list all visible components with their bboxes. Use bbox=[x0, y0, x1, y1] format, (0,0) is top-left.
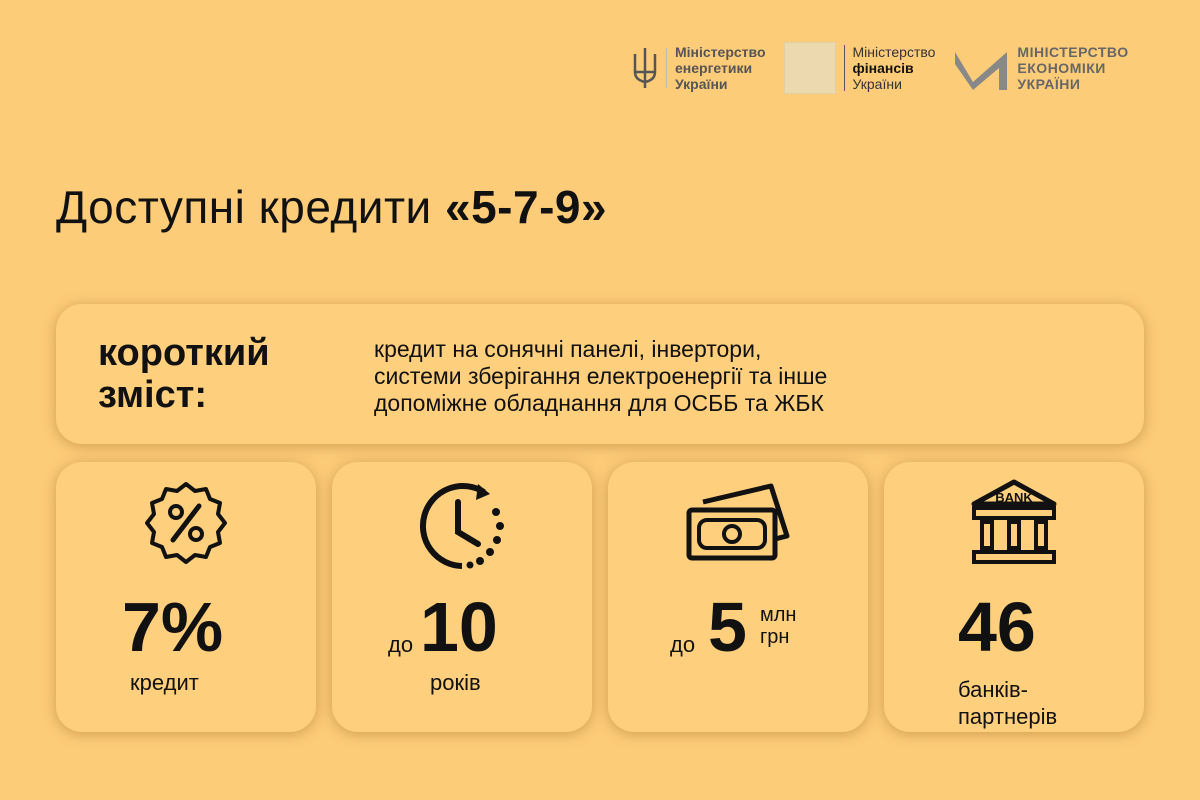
summary-heading: короткий зміст: bbox=[98, 332, 270, 416]
stat-caption: років bbox=[430, 670, 481, 695]
clock-icon bbox=[419, 483, 504, 569]
stat-caption: банків-партнерів bbox=[958, 677, 1058, 729]
stat-value: 5 bbox=[708, 588, 747, 666]
stat-unit: млн грн bbox=[760, 604, 797, 648]
bank-icon: BANK bbox=[971, 479, 1057, 564]
logo-divider bbox=[843, 45, 845, 91]
stat-card-amount: до 5 млн грн bbox=[608, 462, 868, 732]
stat-value: 46 bbox=[958, 588, 1036, 666]
stat-value: 10 bbox=[420, 588, 498, 666]
stat-card-rate: 7% кредит bbox=[56, 462, 316, 732]
ministry-logos: Міністерство енергетики України Міністерст… bbox=[632, 40, 1129, 96]
logo-finance: Міністерство фінансів України bbox=[783, 42, 935, 94]
stat-card-term: до 10 років bbox=[332, 462, 592, 732]
stat-caption: кредит bbox=[130, 670, 199, 695]
economy-m-icon bbox=[955, 52, 1008, 90]
trident-icon bbox=[633, 48, 657, 88]
summary-text: кредит на сонячні панелі, інвертори, сист… bbox=[374, 336, 828, 416]
logo-economy: МІНІСТЕРСТВО ЕКОНОМІКИ УКРАЇНИ bbox=[953, 44, 1128, 92]
logo-energy: Міністерство енергетики України bbox=[632, 44, 766, 92]
summary-card: короткий зміст: кредит на сонячні панелі,… bbox=[56, 304, 1144, 444]
stat-prefix: до bbox=[388, 632, 414, 657]
page-title: Доступні кредити «5-7-9» bbox=[56, 181, 608, 233]
percent-badge-icon bbox=[145, 482, 227, 564]
stat-prefix: до bbox=[670, 632, 696, 657]
finance-emblem-icon bbox=[783, 42, 836, 94]
logo-divider bbox=[666, 48, 667, 88]
stat-value: 7% bbox=[122, 588, 224, 666]
money-icon bbox=[686, 483, 790, 561]
stat-card-banks: BANK 46 банків-партнерів bbox=[884, 462, 1144, 732]
bank-sign-text: BANK bbox=[995, 490, 1033, 505]
